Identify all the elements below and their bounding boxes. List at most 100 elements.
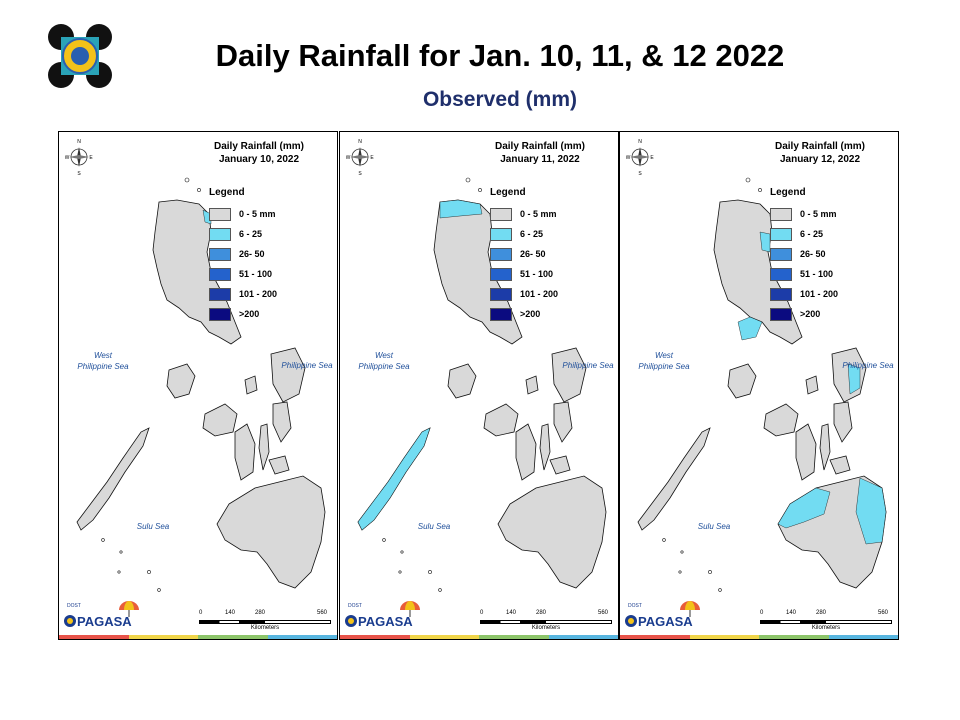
legend-label: 51 - 100 xyxy=(239,269,273,279)
rainfall-area-north-coast xyxy=(439,199,483,219)
legend-item: 51 - 100 xyxy=(209,264,329,284)
legend-item: 51 - 100 xyxy=(490,264,610,284)
philippine-sea-label: Philippine Sea xyxy=(842,361,894,370)
legend-title: Legend xyxy=(770,187,806,198)
compass-s: S xyxy=(358,171,362,177)
west-philippine-sea-label: West Philippine Sea xyxy=(354,350,414,372)
scale-tick: 280 xyxy=(536,610,547,616)
scale-tick: 560 xyxy=(598,610,609,616)
rainfall-area-west-mindanao xyxy=(777,487,831,529)
scale-tick: 280 xyxy=(255,610,266,616)
legend-swatch xyxy=(770,207,792,221)
scale-tick: 0 xyxy=(480,610,484,616)
sulu-sea-label: Sulu Sea xyxy=(136,522,170,531)
legend-swatch xyxy=(770,247,792,261)
pagasa-logo: DOST PAGASA xyxy=(344,600,420,630)
legend-swatch xyxy=(209,247,231,261)
legend-swatch xyxy=(209,307,231,321)
scale-bar: 0 140 280 560 Kilometers xyxy=(199,610,331,631)
legend-swatch xyxy=(490,307,512,321)
legend-item: >200 xyxy=(209,304,329,324)
legend-swatch xyxy=(490,247,512,261)
brand-small: DOST xyxy=(348,603,362,609)
legend-swatch xyxy=(490,267,512,281)
legend-label: >200 xyxy=(520,309,541,319)
compass-rose-icon: N W E S xyxy=(346,139,374,177)
compass-s: S xyxy=(77,171,81,177)
legend-swatch xyxy=(770,307,792,321)
compass-rose-icon: N W E S xyxy=(626,139,654,177)
scale-tick: 280 xyxy=(816,610,827,616)
color-stripe xyxy=(59,635,337,639)
page-title: Daily Rainfall for Jan. 10, 11, & 12 202… xyxy=(215,38,785,73)
west-sea-line: Philippine Sea xyxy=(358,362,410,371)
legend-label: 51 - 100 xyxy=(800,269,834,279)
compass-n: N xyxy=(358,139,362,145)
legend-title: Legend xyxy=(490,187,526,198)
dost-logo xyxy=(47,23,113,89)
legend-item: 101 - 200 xyxy=(770,284,890,304)
legend-swatch xyxy=(209,207,231,221)
legend-label: 26- 50 xyxy=(520,249,546,259)
compass-e: E xyxy=(89,155,93,161)
rainfall-area-bicol xyxy=(737,316,763,341)
compass-w: W xyxy=(65,155,70,161)
map-title-line1: Daily Rainfall (mm) xyxy=(774,141,866,152)
legend-swatch xyxy=(490,287,512,301)
rainfall-map-panel-2: N W E S Daily Rainfall (mm) January 11, … xyxy=(339,131,619,640)
map-title-line1: Daily Rainfall (mm) xyxy=(213,141,305,152)
legend-label: 0 - 5 mm xyxy=(800,209,837,219)
pagasa-emblem-icon xyxy=(345,615,357,627)
west-sea-line: Philippine Sea xyxy=(77,362,129,371)
scale-tick: 560 xyxy=(317,610,328,616)
west-philippine-sea-label: West Philippine Sea xyxy=(73,350,133,372)
scale-tick: 140 xyxy=(225,610,236,616)
scale-unit: Kilometers xyxy=(811,625,841,631)
page-subtitle: Observed (mm) xyxy=(422,88,578,111)
legend-item: 26- 50 xyxy=(770,244,890,264)
legend-item: 51 - 100 xyxy=(770,264,890,284)
compass-e: E xyxy=(370,155,374,161)
legend-swatch xyxy=(209,227,231,241)
legend: Legend 0 - 5 mm 6 - 25 26- 50 51 - 100 101 -… xyxy=(770,187,890,324)
legend-label: 26- 50 xyxy=(800,249,826,259)
compass-rose-icon: N W E S xyxy=(65,139,93,177)
rainfall-map-panel-3: N W E S Daily Rainfall (mm) January 12, … xyxy=(619,131,899,640)
scale-tick: 140 xyxy=(506,610,517,616)
map-title-date: January 10, 2022 xyxy=(218,154,300,165)
legend-swatch xyxy=(209,267,231,281)
sulu-sea-label: Sulu Sea xyxy=(417,522,451,531)
scale-tick: 560 xyxy=(878,610,889,616)
brand-small: DOST xyxy=(67,603,81,609)
scale-unit: Kilometers xyxy=(531,625,561,631)
rainfall-map-panel-1: N W E S Daily Rainfall (mm) January 10, … xyxy=(58,131,338,640)
umbrella-icon xyxy=(400,601,420,617)
rainfall-area-east-mindanao xyxy=(855,477,887,545)
compass-w: W xyxy=(626,155,631,161)
brand-text: PAGASA xyxy=(638,614,693,629)
legend-swatch xyxy=(209,287,231,301)
legend-label: 101 - 200 xyxy=(800,289,839,299)
legend-label: >200 xyxy=(239,309,260,319)
map-title: Daily Rainfall (mm) January 12, 2022 xyxy=(740,140,898,166)
scale-tick: 0 xyxy=(199,610,203,616)
map-title-date: January 12, 2022 xyxy=(779,154,861,165)
compass-w: W xyxy=(346,155,351,161)
legend-label: 6 - 25 xyxy=(520,229,544,239)
legend-item: 26- 50 xyxy=(490,244,610,264)
legend-item: 0 - 5 mm xyxy=(490,204,610,224)
west-philippine-sea-label: West Philippine Sea xyxy=(634,350,694,372)
rainfall-area-samar xyxy=(847,363,861,395)
legend-label: 0 - 5 mm xyxy=(239,209,276,219)
pagasa-emblem-icon xyxy=(64,615,76,627)
west-sea-line: West xyxy=(654,351,674,360)
legend-item: 101 - 200 xyxy=(209,284,329,304)
legend-item: 6 - 25 xyxy=(209,224,329,244)
scale-bar: 0 140 280 560 Kilometers xyxy=(760,610,892,631)
legend-item: 26- 50 xyxy=(209,244,329,264)
sulu-sea-label: Sulu Sea xyxy=(697,522,731,531)
pagasa-logo: DOST PAGASA xyxy=(624,600,700,630)
philippine-sea-label: Philippine Sea xyxy=(562,361,614,370)
color-stripe xyxy=(620,635,898,639)
scale-bar: 0 140 280 560 Kilometers xyxy=(480,610,612,631)
